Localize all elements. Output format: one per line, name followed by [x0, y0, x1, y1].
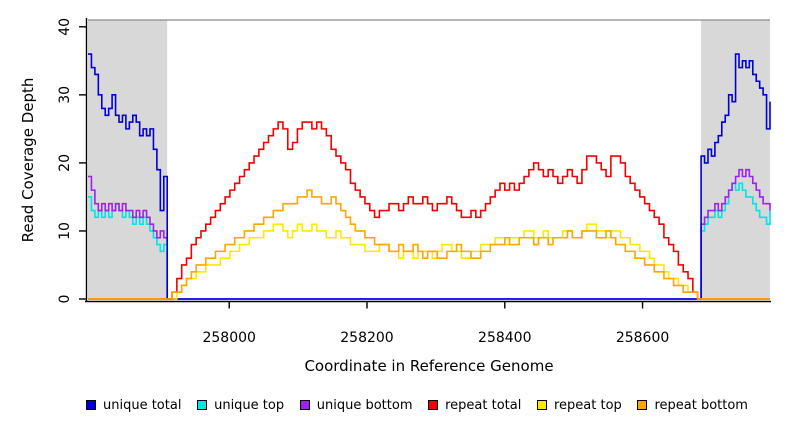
series-line-unique_top [88, 182, 771, 300]
legend-item-repeat_bottom: repeat bottom [637, 399, 748, 412]
x-tick-label: 258400 [478, 330, 531, 346]
legend-swatch-unique_bottom [299, 400, 310, 410]
y-tick-label: 10 [57, 222, 73, 240]
legend-item-unique_top: unique top [197, 399, 284, 412]
legend-item-repeat_top: repeat top [537, 399, 622, 412]
x-axis-title: Coordinate in Reference Genome [304, 357, 553, 375]
x-tick-label: 258000 [202, 330, 255, 346]
series-line-repeat_bottom [88, 189, 770, 300]
axes-layer: 0 10 20 30 40 258000 258200 258400 258600 [57, 18, 771, 346]
series-line-repeat_top [88, 223, 770, 300]
series-line-unique_bottom [88, 168, 771, 300]
legend-label-repeat_top: repeat top [554, 397, 622, 413]
legend-swatch-unique_top [197, 400, 208, 410]
legend-swatch-repeat_bottom [637, 400, 648, 410]
y-tick-label: 20 [57, 154, 73, 172]
y-tick-label: 30 [57, 86, 73, 104]
series-line-repeat_total [88, 121, 770, 300]
legend-item-repeat_total: repeat total [428, 399, 521, 412]
y-tick-label: 40 [57, 18, 73, 36]
legend-label-repeat_bottom: repeat bottom [654, 397, 748, 413]
legend: unique total unique top unique bottom repea… [86, 396, 748, 414]
x-tick-label: 258200 [340, 330, 393, 346]
legend-swatch-repeat_top [537, 400, 547, 410]
legend-label-unique_top: unique top [214, 397, 285, 413]
y-axis-title: Read Coverage Depth [19, 78, 37, 243]
series-lines-layer [88, 53, 771, 300]
legend-swatch-repeat_total [428, 400, 439, 410]
legend-label-repeat_total: repeat total [445, 397, 522, 413]
y-tick-label: 0 [57, 295, 73, 304]
legend-swatch-unique_total [86, 400, 96, 410]
shaded-region-1 [88, 20, 168, 300]
x-tick-label: 258600 [616, 330, 669, 346]
legend-label-unique_total: unique total [103, 397, 182, 413]
legend-item-unique_total: unique total [86, 399, 181, 412]
legend-label-unique_bottom: unique bottom [316, 397, 413, 413]
series-line-unique_total [88, 53, 771, 300]
legend-item-unique_bottom: unique bottom [299, 397, 413, 413]
